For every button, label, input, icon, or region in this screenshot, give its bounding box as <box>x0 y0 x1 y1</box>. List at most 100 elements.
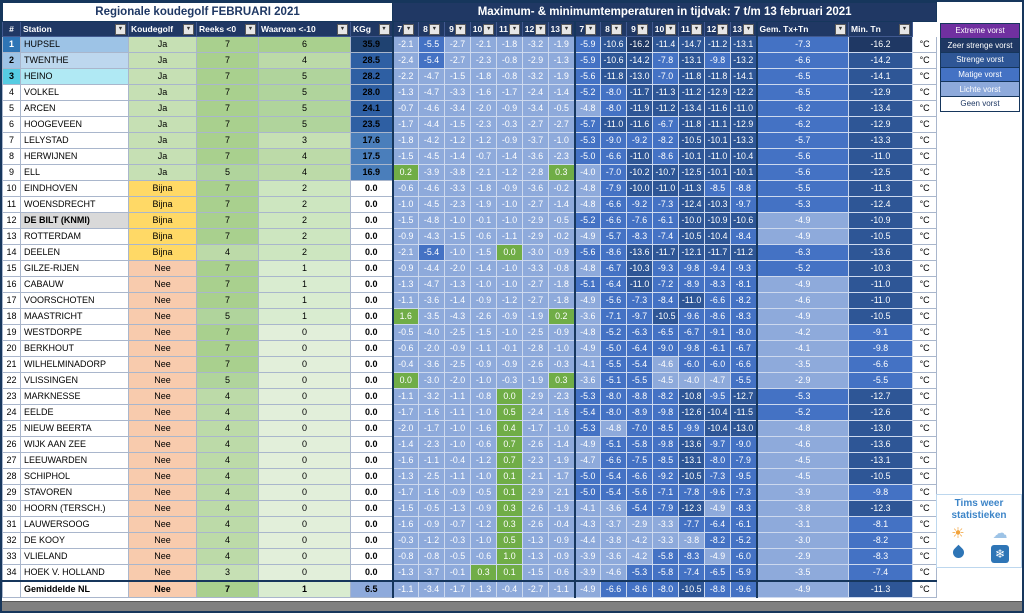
cell-waarvan[interactable]: 4 <box>258 148 351 165</box>
cell-min-temp[interactable]: -4.7 <box>573 452 602 469</box>
cell-min-tn[interactable]: -11.0 <box>848 148 914 165</box>
cell-max-temp[interactable]: -5.5 <box>418 36 446 53</box>
cell-rank[interactable]: 2 <box>2 52 21 69</box>
cell-kgg[interactable]: 0.0 <box>349 468 394 485</box>
header-min-day-8[interactable]: 8 ▼ <box>600 21 628 37</box>
cell-min-temp[interactable]: -6.7 <box>600 260 628 277</box>
cell-min-temp[interactable]: -5.6 <box>626 484 654 501</box>
cell-min-temp[interactable]: -10.6 <box>600 52 628 69</box>
cell-kgg[interactable]: 0.0 <box>349 452 394 469</box>
cell-max-temp[interactable]: -1.7 <box>391 116 420 133</box>
cell-rank[interactable]: 7 <box>2 132 21 149</box>
cell-max-temp[interactable]: -0.1 <box>470 212 498 229</box>
cell-min-temp[interactable]: -5.0 <box>573 148 602 165</box>
cell-station[interactable]: TWENTHE <box>20 52 129 69</box>
cell-max-temp[interactable]: -2.3 <box>444 196 472 213</box>
cell-max-temp[interactable]: -2.7 <box>522 276 550 293</box>
cell-gem-txtn[interactable]: -6.3 <box>755 244 850 261</box>
cell-min-temp[interactable]: -6.0 <box>730 548 758 565</box>
cell-min-temp[interactable]: -11.0 <box>600 116 628 133</box>
cell-min-temp[interactable]: -4.9 <box>704 500 732 517</box>
cell-min-temp[interactable]: -11.0 <box>704 148 732 165</box>
cell-waarvan[interactable]: 6 <box>258 36 351 53</box>
cell-max-temp[interactable]: 0.3 <box>496 500 524 517</box>
cell-min-temp[interactable]: -11.0 <box>652 180 680 197</box>
cell-max-temp[interactable]: 0.0 <box>496 244 524 261</box>
cell-max-temp[interactable]: -3.4 <box>522 100 550 117</box>
cell-min-temp[interactable]: -11.8 <box>678 116 706 133</box>
cell-max-temp[interactable]: -2.3 <box>522 452 550 469</box>
cell-min-temp[interactable]: -4.8 <box>573 324 602 341</box>
cell-max-temp[interactable]: -2.1 <box>391 244 420 261</box>
cell-max-temp[interactable]: -0.3 <box>496 372 524 389</box>
cell-reeks[interactable]: 7 <box>196 212 259 229</box>
cell-koudegolf[interactable]: Bijna <box>128 180 197 197</box>
cell-min-temp[interactable]: -9.5 <box>704 388 732 405</box>
cell-min-temp[interactable]: -8.0 <box>600 388 628 405</box>
header-rank[interactable]: # <box>2 21 21 37</box>
cell-koudegolf[interactable]: Nee <box>128 436 197 453</box>
cell-kgg[interactable]: 0.0 <box>349 244 394 261</box>
cell-min-temp[interactable]: -9.4 <box>704 260 732 277</box>
cell-koudegolf[interactable]: Nee <box>128 308 197 325</box>
cell-kgg[interactable]: 0.0 <box>349 388 394 405</box>
cell-min-temp[interactable]: -8.4 <box>730 228 758 245</box>
cell-max-temp[interactable]: -1.0 <box>496 276 524 293</box>
cell-rank[interactable]: 20 <box>2 340 21 357</box>
cell-min-temp[interactable]: -5.2 <box>600 324 628 341</box>
cell-min-tn[interactable]: -13.3 <box>848 132 914 149</box>
filter-dropdown-icon[interactable]: ▼ <box>483 23 495 35</box>
cell-gem-txtn[interactable]: -4.5 <box>755 468 850 485</box>
filter-dropdown-icon[interactable]: ▼ <box>535 23 547 35</box>
cell-gem-txtn[interactable]: -5.3 <box>755 196 850 213</box>
cell-kgg[interactable]: 28.2 <box>349 68 394 85</box>
cell-min-temp[interactable]: -9.8 <box>678 340 706 357</box>
cell-reeks[interactable]: 5 <box>196 308 259 325</box>
cell-max-temp[interactable]: -2.1 <box>548 484 576 501</box>
cell-min-temp[interactable]: -8.2 <box>704 532 732 549</box>
cell-max-temp[interactable]: -1.1 <box>444 388 472 405</box>
cell-min-temp[interactable]: -10.0 <box>626 180 654 197</box>
cell-reeks[interactable]: 3 <box>196 564 259 582</box>
cell-min-temp[interactable]: -11.8 <box>600 68 628 85</box>
cell-reeks[interactable]: 4 <box>196 436 259 453</box>
cell-gem-txtn[interactable]: -2.9 <box>755 548 850 565</box>
cell-max-temp[interactable]: -1.9 <box>522 372 550 389</box>
cell-max-temp[interactable]: -3.2 <box>522 36 550 53</box>
cell-max-temp[interactable]: -2.6 <box>522 436 550 453</box>
cell-min-temp[interactable]: -5.5 <box>626 372 654 389</box>
cell-max-temp[interactable]: 0.3 <box>548 372 576 389</box>
cell-kgg[interactable]: 0.0 <box>349 548 394 565</box>
cell-min-temp[interactable]: -5.4 <box>600 468 628 485</box>
cell-koudegolf[interactable]: Ja <box>128 68 197 85</box>
cell-max-temp[interactable]: -4.3 <box>444 308 472 325</box>
cell-max-temp[interactable]: -1.6 <box>391 452 420 469</box>
cell-max-temp[interactable]: -2.7 <box>522 116 550 133</box>
cell-max-temp[interactable]: -1.0 <box>470 372 498 389</box>
cell-max-temp[interactable]: -1.5 <box>470 324 498 341</box>
cell-max-temp[interactable]: -1.0 <box>444 212 472 229</box>
cell-min-temp[interactable]: -6.1 <box>730 516 758 533</box>
cell-min-temp[interactable]: -3.6 <box>573 372 602 389</box>
cell-min-temp[interactable]: -8.0 <box>600 100 628 117</box>
cell-max-temp[interactable]: -1.5 <box>444 68 472 85</box>
cell-max-temp[interactable]: -0.5 <box>548 212 576 229</box>
cell-min-tn[interactable]: -12.9 <box>848 84 914 101</box>
cell-max-temp[interactable]: -2.2 <box>391 68 420 85</box>
cell-koudegolf[interactable]: Ja <box>128 52 197 69</box>
cell-max-temp[interactable]: -0.8 <box>470 388 498 405</box>
cell-min-temp[interactable]: -12.9 <box>704 84 732 101</box>
cell-min-tn[interactable]: -11.3 <box>848 180 914 197</box>
cell-min-temp[interactable]: -13.3 <box>730 132 758 149</box>
cell-max-temp[interactable]: -1.6 <box>548 404 576 421</box>
cell-max-temp[interactable]: -2.3 <box>548 388 576 405</box>
cell-rank[interactable]: 26 <box>2 436 21 453</box>
cell-max-temp[interactable]: -3.5 <box>418 308 446 325</box>
cell-kgg[interactable]: 28.5 <box>349 52 394 69</box>
cell-max-temp[interactable]: -2.1 <box>522 468 550 485</box>
cell-station[interactable]: DE BILT (KNMI) <box>20 212 129 229</box>
cell-station[interactable]: Gemiddelde NL <box>20 580 129 598</box>
cell-waarvan[interactable]: 5 <box>258 100 351 117</box>
cell-min-temp[interactable]: -9.0 <box>600 132 628 149</box>
cell-gem-txtn[interactable]: -4.6 <box>755 436 850 453</box>
